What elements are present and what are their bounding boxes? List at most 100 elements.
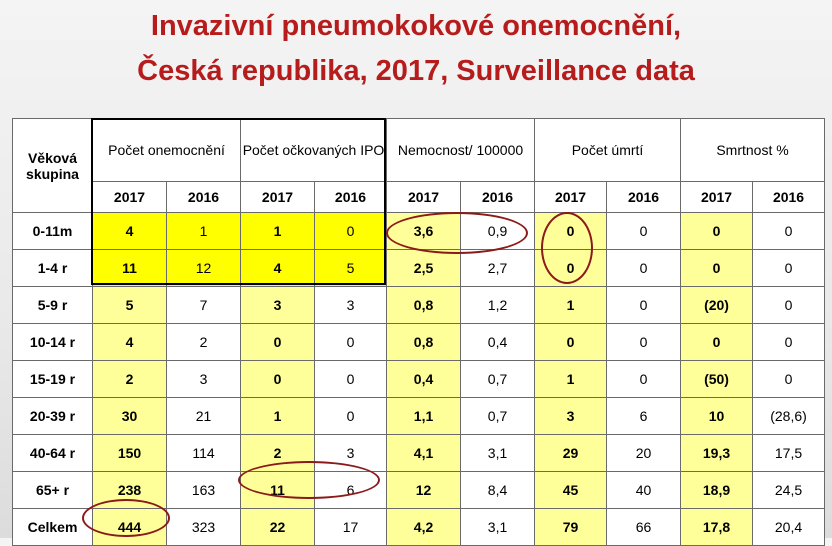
age-group-cell: 65+ r bbox=[12, 471, 93, 509]
age-group-cell: 20-39 r bbox=[12, 397, 93, 435]
table-cell: 12 bbox=[166, 249, 241, 287]
table-cell: 3,1 bbox=[460, 508, 536, 546]
table-cell: 0 bbox=[680, 323, 754, 361]
table-cell: 5 bbox=[313, 249, 388, 287]
table-cell: 0 bbox=[752, 323, 826, 361]
header-fatality: Smrtnost % bbox=[680, 118, 826, 182]
table-cell: 0,4 bbox=[386, 360, 462, 398]
table-cell: 0 bbox=[752, 212, 826, 250]
table-cell: 0 bbox=[534, 212, 608, 250]
table-cell: 1,2 bbox=[460, 286, 536, 324]
table-row: 15-19 r 2 3 0 0 0,4 0,7 1 0 (50) 0 bbox=[12, 360, 826, 398]
table-cell: 3 bbox=[313, 286, 388, 324]
age-group-cell: 15-19 r bbox=[12, 360, 93, 398]
age-group-cell: Celkem bbox=[12, 508, 93, 546]
year-header: 2016 bbox=[606, 181, 682, 213]
table-cell: 0,7 bbox=[460, 397, 536, 435]
header-cases: Počet onemocnění bbox=[92, 118, 241, 182]
table-cell: 0 bbox=[680, 212, 754, 250]
table-cell: 2,5 bbox=[386, 249, 462, 287]
table-row: 1-4 r 11 12 4 5 2,5 2,7 0 0 0 0 bbox=[12, 249, 826, 287]
table-cell: 444 bbox=[92, 508, 167, 546]
table-cell: 3 bbox=[240, 286, 315, 324]
table-cell: 2 bbox=[166, 323, 241, 361]
table-cell: 20 bbox=[606, 434, 682, 472]
table-cell: 0 bbox=[313, 212, 388, 250]
title-line-2: Česká republika, 2017, Surveillance data bbox=[137, 55, 695, 87]
table-cell: 45 bbox=[534, 471, 608, 509]
year-header: 2016 bbox=[166, 181, 241, 213]
table-cell: 4,1 bbox=[386, 434, 462, 472]
table-cell: 24,5 bbox=[752, 471, 826, 509]
table-row: Celkem 444 323 22 17 4,2 3,1 79 66 17,8 20,4 bbox=[12, 508, 826, 546]
year-header: 2017 bbox=[240, 181, 315, 213]
table-row: 0-11m 4 1 1 0 3,6 0,9 0 0 0 0 bbox=[12, 212, 826, 250]
table-cell: 3 bbox=[313, 434, 388, 472]
table-cell: 21 bbox=[166, 397, 241, 435]
table-cell: 0 bbox=[606, 360, 682, 398]
age-group-cell: 40-64 r bbox=[12, 434, 93, 472]
table-cell: (50) bbox=[680, 360, 754, 398]
table-cell: (20) bbox=[680, 286, 754, 324]
year-header: 2016 bbox=[460, 181, 536, 213]
table-cell: 20,4 bbox=[752, 508, 826, 546]
table-cell: 40 bbox=[606, 471, 682, 509]
table-cell: 6 bbox=[313, 471, 388, 509]
table-cell: 0 bbox=[606, 212, 682, 250]
table-cell: 0 bbox=[606, 323, 682, 361]
table-cell: 6 bbox=[606, 397, 682, 435]
table-cell: 0 bbox=[752, 360, 826, 398]
table-row: 20-39 r 30 21 1 0 1,1 0,7 3 6 10 (28,6) bbox=[12, 397, 826, 435]
table-cell: 1,1 bbox=[386, 397, 462, 435]
table-cell: 10 bbox=[680, 397, 754, 435]
table-cell: 18,9 bbox=[680, 471, 754, 509]
table-cell: 0 bbox=[680, 249, 754, 287]
age-group-cell: 0-11m bbox=[12, 212, 93, 250]
table-cell: 1 bbox=[240, 212, 315, 250]
year-header: 2017 bbox=[534, 181, 608, 213]
year-header: 2017 bbox=[680, 181, 754, 213]
table-cell: 2,7 bbox=[460, 249, 536, 287]
header-incidence: Nemocnost/ 100000 bbox=[386, 118, 536, 182]
table-cell: 12 bbox=[386, 471, 462, 509]
table-row: 65+ r 238 163 11 6 12 8,4 45 40 18,9 24,5 bbox=[12, 471, 826, 509]
year-header: 2017 bbox=[386, 181, 462, 213]
table-cell: 114 bbox=[166, 434, 241, 472]
table-cell: 4 bbox=[92, 323, 167, 361]
header-vaccinated: Počet očkovaných IPO bbox=[239, 118, 388, 182]
year-header: 2017 bbox=[92, 181, 167, 213]
table-cell: 66 bbox=[606, 508, 682, 546]
table-cell: 0 bbox=[752, 249, 826, 287]
table-row: 10-14 r 4 2 0 0 0,8 0,4 0 0 0 0 bbox=[12, 323, 826, 361]
table-cell: 3 bbox=[166, 360, 241, 398]
table-cell: 1 bbox=[534, 360, 608, 398]
table-cell: 2 bbox=[92, 360, 167, 398]
surveillance-table: Věková skupina Počet onemocnění Počet oč… bbox=[12, 118, 826, 546]
table-cell: 238 bbox=[92, 471, 167, 509]
table-cell: 30 bbox=[92, 397, 167, 435]
age-group-cell: 1-4 r bbox=[12, 249, 93, 287]
table-cell: 4 bbox=[240, 249, 315, 287]
table-cell: 4 bbox=[92, 212, 167, 250]
table-cell: 11 bbox=[240, 471, 315, 509]
year-header: 2016 bbox=[313, 181, 388, 213]
table-cell: 0 bbox=[313, 397, 388, 435]
table-cell: 1 bbox=[166, 212, 241, 250]
table-cell: 1 bbox=[240, 397, 315, 435]
table-cell: 8,4 bbox=[460, 471, 536, 509]
table-cell: 163 bbox=[166, 471, 241, 509]
table-cell: 29 bbox=[534, 434, 608, 472]
table-cell: 3 bbox=[534, 397, 608, 435]
table-cell: 5 bbox=[92, 286, 167, 324]
table-cell: 323 bbox=[166, 508, 241, 546]
table-cell: 150 bbox=[92, 434, 167, 472]
table-cell: 0 bbox=[606, 286, 682, 324]
title-line-1: Invazivní pneumokokové onemocnění, bbox=[150, 10, 682, 42]
age-group-cell: 5-9 r bbox=[12, 286, 93, 324]
table-cell: 0,4 bbox=[460, 323, 536, 361]
table-cell: (28,6) bbox=[752, 397, 826, 435]
table-cell: 0,9 bbox=[460, 212, 536, 250]
table-cell: 1 bbox=[534, 286, 608, 324]
table-cell: 4,2 bbox=[386, 508, 462, 546]
table-cell: 0 bbox=[606, 249, 682, 287]
